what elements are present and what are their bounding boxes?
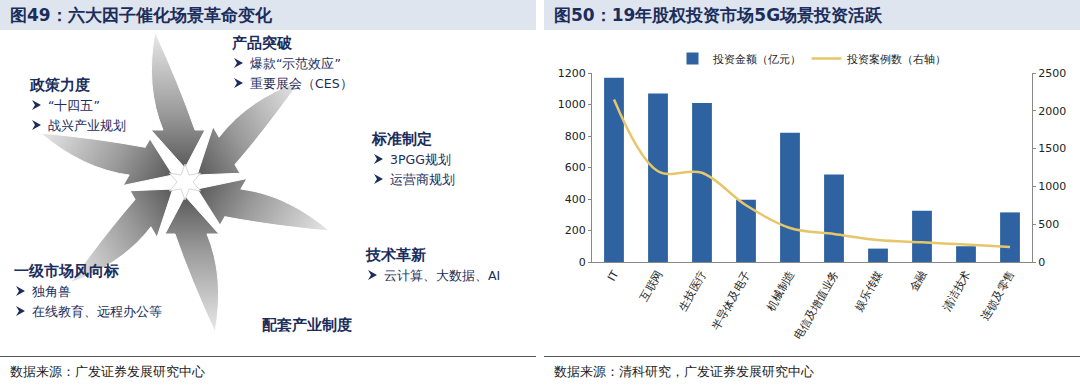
svg-text:IT: IT bbox=[605, 268, 621, 283]
svg-text:一级市场风向标: 一级市场风向标 bbox=[14, 262, 119, 280]
svg-text:0: 0 bbox=[579, 256, 586, 269]
svg-text:0: 0 bbox=[1038, 256, 1045, 269]
html-text:数据来源：清科研究，广发证券发展研究中心: 数据来源：清科研究，广发证券发展研究中心 bbox=[554, 364, 814, 379]
svg-text:爆款“示范效应”: 爆款“示范效应” bbox=[250, 56, 341, 71]
svg-text:娱乐传媒: 娱乐传媒 bbox=[852, 268, 885, 313]
svg-text:生技医疗: 生技医疗 bbox=[676, 268, 709, 313]
svg-text:重要展会（CES）: 重要展会（CES） bbox=[250, 76, 353, 91]
svg-text:金融: 金融 bbox=[907, 268, 929, 294]
svg-text:在线教育、远程办公等: 在线教育、远程办公等 bbox=[32, 304, 162, 319]
svg-text:政策力度: 政策力度 bbox=[29, 76, 90, 94]
svg-text:半导体及电子: 半导体及电子 bbox=[709, 268, 753, 332]
svg-text:1500: 1500 bbox=[1038, 142, 1066, 155]
svg-text:投资案例数（右轴）: 投资案例数（右轴） bbox=[846, 53, 946, 66]
svg-text:2000: 2000 bbox=[1038, 105, 1066, 118]
html-text:图49：六大因子催化场景革命变化: 图49：六大因子催化场景革命变化 bbox=[10, 5, 272, 25]
svg-text:1000: 1000 bbox=[1038, 180, 1066, 193]
html-text:图50：19年股权投资市场5G场景投资活跃: 图50：19年股权投资市场5G场景投资活跃 bbox=[554, 5, 883, 25]
svg-text:投资金额（亿元）: 投资金额（亿元） bbox=[712, 53, 801, 66]
svg-text:互联网: 互联网 bbox=[638, 268, 666, 303]
svg-text:清洁技术: 清洁技术 bbox=[940, 268, 973, 313]
svg-text:电信及增值业务: 电信及增值业务 bbox=[792, 268, 842, 341]
svg-text:运营商规划: 运营商规划 bbox=[390, 172, 455, 187]
svg-text:600: 600 bbox=[565, 161, 586, 174]
svg-text:战兴产业规划: 战兴产业规划 bbox=[48, 118, 126, 133]
svg-text:800: 800 bbox=[565, 130, 586, 143]
html-text:数据来源：广发证券发展研究中心: 数据来源：广发证券发展研究中心 bbox=[10, 364, 205, 379]
svg-text:配套产业制度: 配套产业制度 bbox=[262, 316, 352, 334]
svg-text:产品突破: 产品突破 bbox=[231, 34, 293, 52]
svg-text:400: 400 bbox=[565, 193, 586, 206]
svg-text:云计算、大数据、AI: 云计算、大数据、AI bbox=[384, 268, 500, 283]
svg-text:标准制定: 标准制定 bbox=[371, 130, 432, 148]
svg-text:1000: 1000 bbox=[558, 98, 586, 111]
svg-text:3PGG规划: 3PGG规划 bbox=[390, 152, 451, 167]
svg-text:连锁及零售: 连锁及零售 bbox=[979, 268, 1018, 322]
svg-text:1200: 1200 bbox=[558, 67, 586, 80]
svg-text:独角兽: 独角兽 bbox=[32, 284, 71, 299]
svg-text:200: 200 bbox=[565, 224, 586, 237]
svg-text:“十四五”: “十四五” bbox=[48, 98, 100, 113]
svg-text:技术革新: 技术革新 bbox=[365, 246, 426, 264]
svg-text:2500: 2500 bbox=[1038, 67, 1066, 80]
svg-text:500: 500 bbox=[1038, 218, 1059, 231]
svg-text:机械制造: 机械制造 bbox=[764, 268, 797, 313]
